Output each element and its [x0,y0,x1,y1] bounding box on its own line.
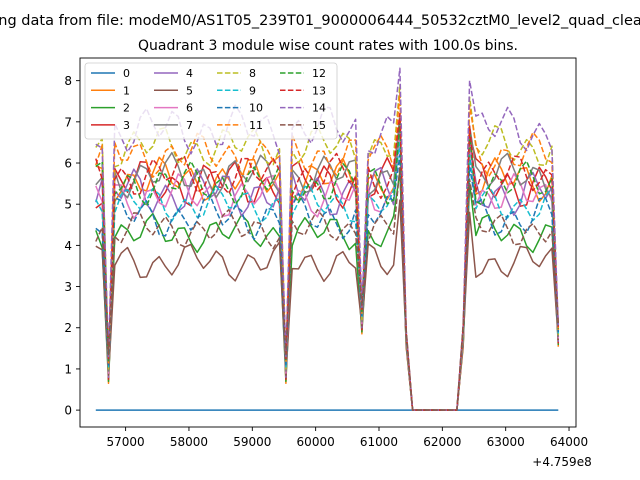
legend-box [84,62,338,140]
axes-layer: 57000 58000 59000 60000 61000 62000 63000 64000… [64,57,588,449]
series-line-4 [95,129,560,411]
x-tick-label: 64000 [550,435,588,449]
y-tick-label: 7 [64,115,72,129]
legend-label-11: 11 [249,119,263,132]
series-line-8 [95,84,560,411]
x-tick-label: 60000 [297,435,335,449]
legend-label-6: 6 [186,102,193,115]
x-tick-label: 58000 [170,435,208,449]
x-tick-label: 57000 [107,435,145,449]
legend-label-10: 10 [249,102,263,115]
series-line-5 [95,199,560,411]
x-offset-label: +4.759e8 [532,455,591,469]
series-line-3 [95,121,560,411]
legend-label-3: 3 [123,119,130,132]
legend-label-15: 15 [312,119,326,132]
x-tick-label: 59000 [233,435,271,449]
series-layer [95,67,560,411]
x-tick-label: 61000 [360,435,398,449]
x-tick-label: 63000 [487,435,525,449]
legend-label-1: 1 [123,84,130,97]
legend-label-14: 14 [312,102,326,115]
legend-label-0: 0 [123,67,130,80]
series-line-12 [95,121,560,411]
legend-label-4: 4 [186,67,193,80]
series-line-11 [95,92,560,411]
figure-suptitle: Plotting data from file: modeM0/AS1T05_2… [0,13,640,29]
legend-label-2: 2 [123,102,130,115]
y-tick-label: 8 [64,74,72,88]
legend-label-8: 8 [249,67,256,80]
plot-frame [79,57,577,428]
legend-label-7: 7 [186,119,193,132]
y-tick-label: 0 [64,404,72,418]
legend-label-5: 5 [186,84,193,97]
series-line-10 [95,154,560,411]
legend-label-12: 12 [312,67,326,80]
series-line-9 [95,141,560,411]
y-tick-label: 1 [64,362,72,376]
chart-title: Quadrant 3 module wise count rates with … [138,38,518,54]
x-tick-label: 62000 [423,435,461,449]
y-tick-label: 2 [64,321,72,335]
legend-label-13: 13 [312,84,326,97]
series-line-2 [95,170,560,411]
y-tick-label: 4 [64,239,72,253]
legend-label-9: 9 [249,84,256,97]
y-tick-label: 5 [64,198,72,212]
y-tick-label: 3 [64,280,72,294]
y-tick-label: 6 [64,157,72,171]
series-line-13 [95,112,560,411]
